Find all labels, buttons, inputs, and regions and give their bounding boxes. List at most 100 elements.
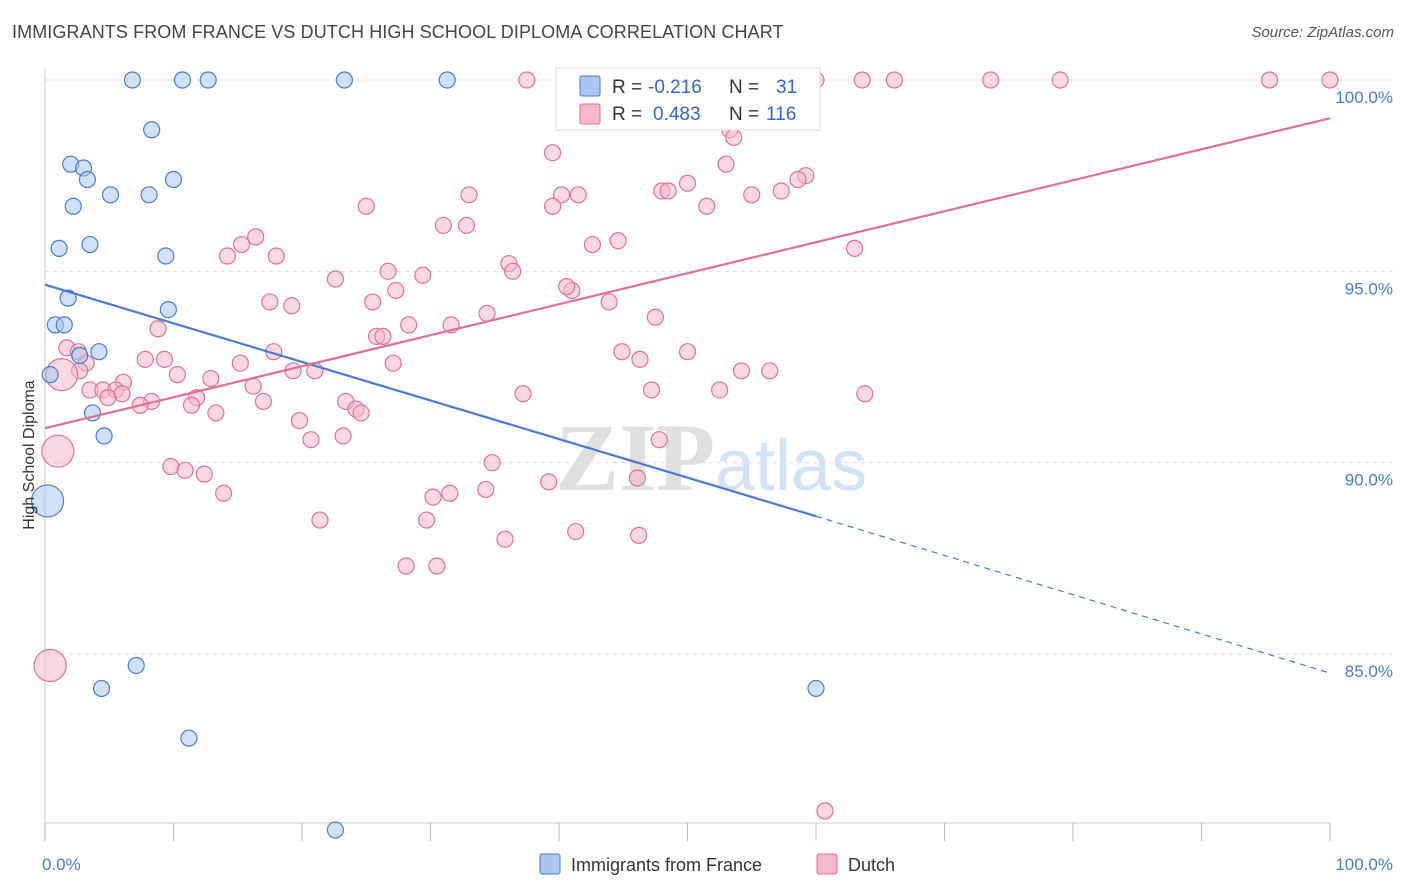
dutch-point-36	[504, 262, 522, 280]
dutch-point-57	[613, 343, 631, 361]
dutch-point-42	[387, 281, 405, 300]
dutch-point-12	[717, 155, 735, 173]
dutch-point-46	[600, 293, 618, 311]
france-point-25	[30, 484, 65, 518]
dutch-point-58	[678, 343, 697, 361]
dutch-point-14	[789, 170, 807, 189]
dutch-point-5	[982, 71, 1000, 89]
dutch-point-116	[816, 802, 834, 820]
france-point-2	[199, 71, 217, 89]
dutch-point-72	[202, 369, 220, 388]
france-point-8	[78, 170, 97, 189]
dutch-point-7	[1261, 71, 1279, 89]
bottom-legend-swatch-france	[539, 853, 561, 875]
dutch-point-47	[478, 304, 496, 323]
dutch-point-95	[302, 431, 320, 449]
france-point-9	[101, 186, 120, 204]
dutch-point-15	[678, 174, 697, 192]
legend-swatch-france	[579, 75, 601, 97]
dutch-point-18	[552, 186, 571, 204]
dutch-point-45	[364, 293, 382, 311]
france-point-15	[157, 247, 175, 265]
dutch-point-59	[631, 350, 649, 368]
dutch-point-101	[195, 465, 213, 483]
dutch-point-19	[569, 186, 587, 204]
dutch-point-34	[845, 239, 864, 257]
dutch-point-68	[732, 362, 751, 380]
dutch-point-97	[41, 434, 75, 468]
dutch-point-60	[136, 350, 154, 368]
legend-n-value-france: 31	[776, 77, 797, 98]
dutch-point-33	[267, 247, 285, 265]
dutch-point-22	[772, 182, 790, 200]
bottom-legend-label-france: Immigrants from France	[571, 855, 762, 875]
dutch-point-51	[149, 320, 167, 338]
france-point-22	[41, 366, 59, 384]
legend-r-value-france: -0.216	[648, 77, 702, 98]
dutch-point-31	[609, 232, 627, 250]
legend-swatch-dutch	[579, 103, 601, 125]
france-point-19	[55, 316, 73, 334]
france-point-26	[127, 656, 145, 675]
dutch-point-99	[162, 457, 180, 476]
dutch-point-11	[543, 144, 562, 162]
dutch-point-103	[628, 469, 646, 487]
france-point-1	[173, 71, 192, 89]
x-tick-label-0: 0.0%	[42, 855, 81, 874]
dutch-point-24	[357, 197, 375, 215]
bottom-legend-label-dutch: Dutch	[848, 855, 895, 875]
dutch-point-102	[540, 473, 558, 491]
x-tick-label-1: 100.0%	[1335, 855, 1393, 874]
dutch-point-83	[99, 389, 117, 407]
france-point-30	[326, 821, 345, 839]
dutch-point-112	[496, 530, 514, 548]
dutch-point-43	[261, 293, 279, 311]
chart-title: IMMIGRANTS FROM FRANCE VS DUTCH HIGH SCH…	[12, 22, 784, 42]
france-point-12	[64, 197, 82, 215]
dutch-point-113	[397, 557, 415, 575]
dutch-point-53	[374, 327, 392, 345]
dutch-point-96	[650, 431, 668, 449]
dutch-point-111	[630, 526, 648, 544]
legend-n-label-dutch: N =	[729, 104, 759, 125]
dutch-point-106	[215, 484, 233, 502]
dutch-point-38	[326, 270, 345, 288]
dutch-point-81	[856, 385, 874, 403]
source-label: Source: ZipAtlas.com	[1251, 24, 1394, 41]
dutch-point-4	[885, 71, 903, 89]
dutch-point-78	[244, 377, 262, 395]
dutch-point-105	[441, 484, 459, 502]
dutch-point-44	[283, 297, 301, 315]
legend-r-label-france: R =	[612, 77, 642, 98]
dutch-point-29	[233, 235, 251, 254]
y-tick-label-2: 95.0%	[1345, 279, 1393, 298]
france-point-14	[81, 235, 99, 254]
france-point-27	[92, 679, 111, 698]
france-point-0	[123, 71, 141, 89]
dutch-point-3	[853, 71, 871, 89]
watermark-atlas: atlas	[715, 426, 867, 506]
trend-lines	[44, 117, 1331, 674]
dutch-point-93	[290, 411, 309, 430]
legend-r-value-dutch: 0.483	[653, 104, 701, 125]
france-point-10	[140, 186, 158, 204]
dutch-point-65	[384, 354, 402, 372]
france-point-13	[50, 239, 68, 257]
dutch-point-71	[168, 366, 186, 384]
france-point-21	[90, 343, 108, 361]
y-tick-label-1: 90.0%	[1345, 471, 1393, 490]
dutch-point-49	[400, 316, 418, 334]
france-point-5	[143, 121, 161, 139]
dutch-point-30	[583, 235, 602, 254]
legend-n-value-dutch: 116	[766, 104, 796, 125]
series-legend: Immigrants from France Dutch	[539, 853, 895, 875]
france-point-24	[95, 427, 113, 445]
dutch-point-39	[414, 266, 432, 284]
dutch-point-6	[1051, 71, 1069, 89]
dutch-point-0	[518, 71, 536, 89]
dutch-point-89	[182, 396, 201, 414]
dutch-point-21	[743, 186, 761, 204]
dutch-point-94	[334, 427, 352, 445]
dutch-trend-line	[44, 117, 1331, 430]
